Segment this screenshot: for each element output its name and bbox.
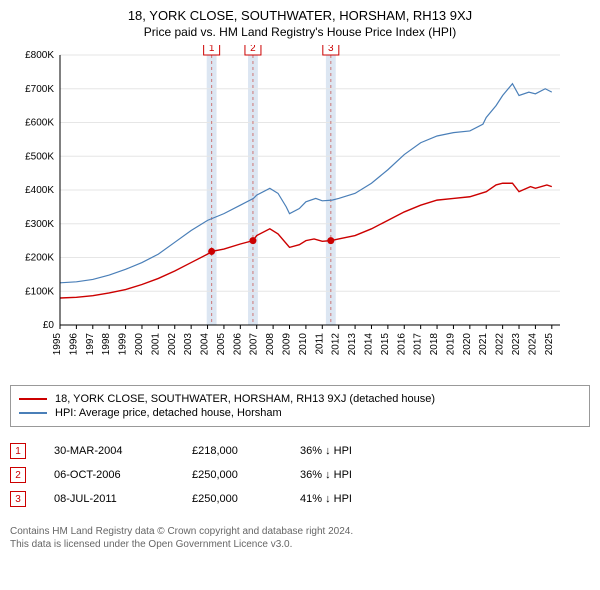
svg-text:2006: 2006 [232,333,243,356]
marker-date: 08-JUL-2011 [54,493,164,505]
svg-text:1997: 1997 [85,333,96,356]
svg-text:2003: 2003 [183,333,194,356]
svg-text:2014: 2014 [363,333,374,356]
svg-text:2022: 2022 [495,333,506,356]
marker-row: 2 06-OCT-2006 £250,000 36% ↓ HPI [10,463,590,487]
svg-text:2015: 2015 [380,333,391,356]
svg-text:2012: 2012 [331,333,342,356]
legend: 18, YORK CLOSE, SOUTHWATER, HORSHAM, RH1… [10,385,590,427]
svg-text:2019: 2019 [445,333,456,356]
svg-text:2024: 2024 [527,333,538,356]
marker-price: £250,000 [192,469,272,481]
svg-text:3: 3 [328,45,334,54]
svg-text:2020: 2020 [462,333,473,356]
svg-text:2017: 2017 [413,333,424,356]
svg-text:2004: 2004 [200,333,211,356]
svg-text:1998: 1998 [101,333,112,356]
svg-text:£200K: £200K [25,253,54,264]
marker-date: 30-MAR-2004 [54,445,164,457]
svg-text:2018: 2018 [429,333,440,356]
marker-id-box: 2 [10,467,26,483]
svg-text:2023: 2023 [511,333,522,356]
legend-swatch [19,398,47,400]
legend-label: 18, YORK CLOSE, SOUTHWATER, HORSHAM, RH1… [55,393,435,405]
svg-text:1999: 1999 [118,333,129,356]
svg-text:1995: 1995 [52,333,63,356]
marker-price: £218,000 [192,445,272,457]
marker-row: 1 30-MAR-2004 £218,000 36% ↓ HPI [10,439,590,463]
svg-text:2002: 2002 [167,333,178,356]
svg-text:2021: 2021 [478,333,489,356]
page-subtitle: Price paid vs. HM Land Registry's House … [10,25,590,39]
legend-item: HPI: Average price, detached house, Hors… [19,406,581,420]
chart-area: £0 £100K £200K £300K £400K £500K £600K £700K £80… [10,45,590,375]
legend-label: HPI: Average price, detached house, Hors… [55,407,282,419]
page-title: 18, YORK CLOSE, SOUTHWATER, HORSHAM, RH1… [10,8,590,23]
marker-hpi-delta: 36% ↓ HPI [300,469,390,481]
svg-text:2013: 2013 [347,333,358,356]
svg-text:2010: 2010 [298,333,309,356]
legend-item: 18, YORK CLOSE, SOUTHWATER, HORSHAM, RH1… [19,392,581,406]
svg-text:2007: 2007 [249,333,260,356]
footnote-line: This data is licensed under the Open Gov… [10,538,590,551]
svg-text:2000: 2000 [134,333,145,356]
svg-text:2009: 2009 [282,333,293,356]
marker-row: 3 08-JUL-2011 £250,000 41% ↓ HPI [10,487,590,511]
svg-text:£400K: £400K [25,185,54,196]
marker-date: 06-OCT-2006 [54,469,164,481]
svg-text:2011: 2011 [314,333,325,355]
svg-text:1996: 1996 [68,333,79,356]
svg-text:2008: 2008 [265,333,276,356]
legend-swatch [19,412,47,414]
svg-text:2005: 2005 [216,333,227,356]
line-chart: £0 £100K £200K £300K £400K £500K £600K £700K £80… [10,45,570,365]
marker-id-box: 3 [10,491,26,507]
svg-text:£600K: £600K [25,118,54,129]
marker-table: 1 30-MAR-2004 £218,000 36% ↓ HPI 2 06-OC… [10,439,590,511]
svg-text:£0: £0 [43,320,55,331]
svg-text:2016: 2016 [396,333,407,356]
svg-text:£700K: £700K [25,84,54,95]
marker-price: £250,000 [192,493,272,505]
svg-text:£800K: £800K [25,50,54,61]
marker-hpi-delta: 41% ↓ HPI [300,493,390,505]
marker-hpi-delta: 36% ↓ HPI [300,445,390,457]
footnote-line: Contains HM Land Registry data © Crown c… [10,525,590,538]
svg-text:1: 1 [209,45,215,54]
svg-text:2: 2 [250,45,256,54]
svg-text:£300K: £300K [25,219,54,230]
svg-text:£500K: £500K [25,151,54,162]
footnote: Contains HM Land Registry data © Crown c… [10,525,590,551]
svg-text:2001: 2001 [150,333,161,356]
svg-text:2025: 2025 [544,333,555,356]
svg-text:£100K: £100K [25,286,54,297]
marker-id-box: 1 [10,443,26,459]
